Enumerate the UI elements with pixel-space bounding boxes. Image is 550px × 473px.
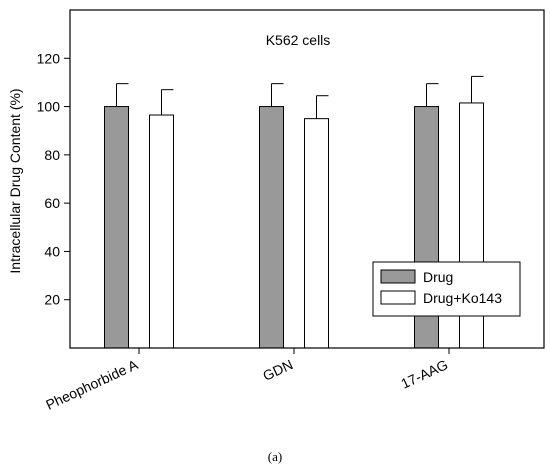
bar-chart: K562 cells Intracellular Drug Content (%… [7, 9, 545, 413]
x-tick-label-2: GDN [260, 356, 295, 384]
y-tick-label-100: 100 [37, 99, 61, 115]
y-tick-label-20: 20 [44, 292, 60, 308]
bar-drug-2 [259, 106, 284, 349]
y-tick-label-120: 120 [37, 50, 61, 66]
x-tick-label-3: 17-AAG [398, 356, 450, 392]
y-axis-title: Intracellular Drug Content (%) [7, 88, 23, 273]
bar-drug-1 [104, 106, 129, 349]
y-tick-label-40: 40 [44, 243, 60, 259]
legend-swatch-drug-ko143 [380, 290, 416, 305]
legend-swatch-drug [380, 269, 416, 284]
plot-frame [69, 9, 545, 349]
bar-drug-ko143-1 [149, 114, 174, 349]
chart-title: K562 cells [266, 32, 331, 48]
bar-drug-ko143-2 [304, 118, 329, 349]
y-tick-label-80: 80 [44, 147, 60, 163]
legend-label-drug-ko143: Drug+Ko143 [423, 290, 502, 306]
y-tick-label-60: 60 [44, 195, 60, 211]
legend-label-drug: Drug [423, 269, 453, 285]
figure-caption: (a) [267, 449, 283, 464]
x-tick-label-1: Pheophorbide A [43, 356, 141, 413]
